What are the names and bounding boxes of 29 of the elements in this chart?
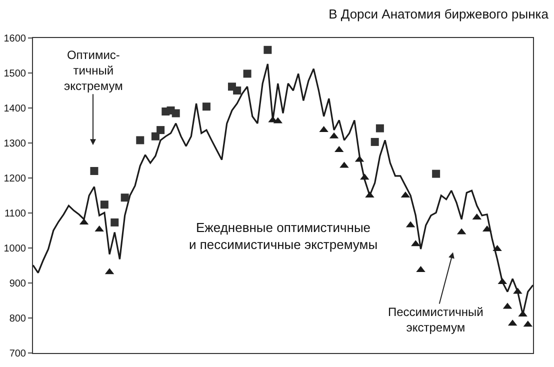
point <box>172 109 180 118</box>
y-tick-label: 1000 <box>4 244 26 254</box>
point <box>151 132 160 140</box>
point <box>376 124 384 132</box>
point <box>110 218 119 226</box>
point <box>156 126 165 134</box>
point <box>233 86 242 94</box>
point <box>264 46 272 54</box>
y-tick-label: 1200 <box>4 174 26 184</box>
annotation: Оптимис- тичный экстремум <box>64 48 123 94</box>
point <box>136 136 144 144</box>
point <box>432 170 440 178</box>
annotation: Ежедневные оптимистичные и пессимистичные экстремумы <box>189 220 378 252</box>
point <box>120 194 129 202</box>
y-tick-label: 1300 <box>4 138 26 150</box>
point <box>90 167 98 175</box>
y-tick-label: 1600 <box>4 34 26 44</box>
point <box>202 102 210 111</box>
y-tick-label: 1500 <box>4 68 26 80</box>
point <box>100 200 108 209</box>
point <box>243 70 252 78</box>
annotation: Пессимистичный экстремум <box>388 305 484 335</box>
y-tick-label: 700 <box>9 348 26 360</box>
y-tick-label: 800 <box>9 314 26 324</box>
point <box>370 138 379 146</box>
y-tick-label: 1400 <box>4 104 26 114</box>
y-tick-label: 900 <box>9 278 26 290</box>
y-tick-label: 1100 <box>4 208 26 220</box>
chart-title: В Дорси Анатомия биржевого рынка <box>328 6 550 22</box>
